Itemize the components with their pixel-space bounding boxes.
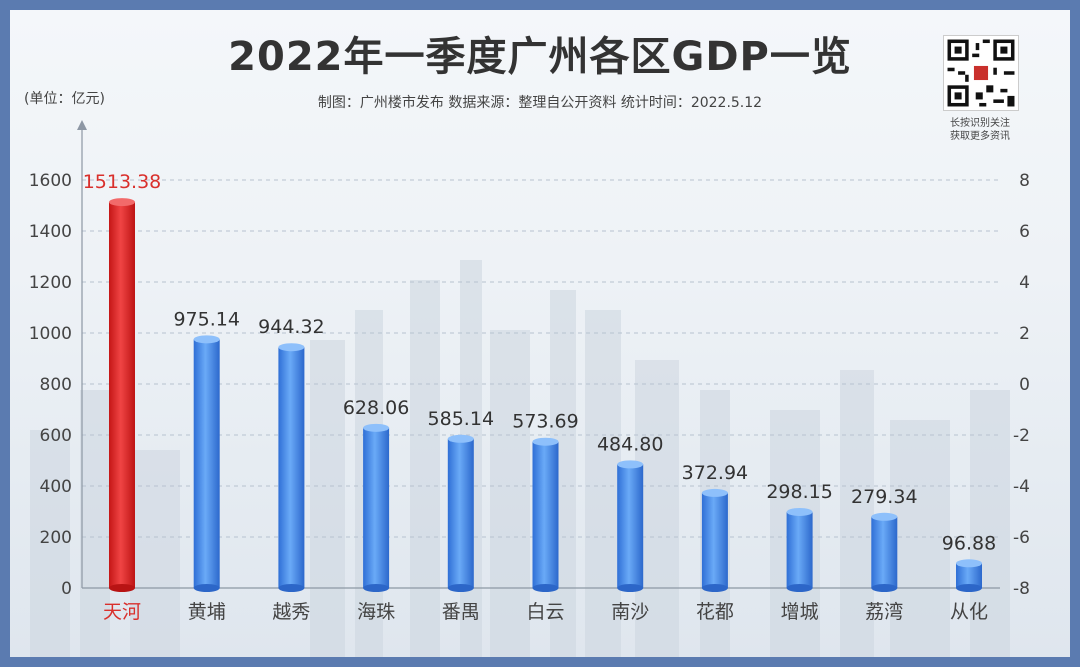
bar-value-label: 279.34 bbox=[851, 486, 917, 508]
x-tick-label: 天河 bbox=[103, 601, 141, 623]
x-tick-label: 海珠 bbox=[357, 601, 395, 623]
bar bbox=[617, 464, 644, 588]
y2-tick-label: -4 bbox=[1013, 477, 1030, 497]
bar-cap bbox=[956, 559, 982, 568]
y-tick-label: 1000 bbox=[29, 324, 72, 344]
qr-note-line1: 长按识别关注 bbox=[950, 118, 1010, 129]
x-tick-label: 南沙 bbox=[611, 601, 649, 623]
bar bbox=[193, 339, 220, 588]
x-tick-label: 增城 bbox=[781, 601, 819, 623]
bar-cap bbox=[193, 335, 220, 344]
bar bbox=[278, 347, 305, 588]
chart-title: 2022年一季度广州各区GDP一览 bbox=[228, 34, 852, 80]
bar-value-label: 372.94 bbox=[682, 462, 748, 484]
y-axis-unit: (单位：亿元) bbox=[24, 91, 105, 107]
bar-value-label: 944.32 bbox=[258, 316, 324, 338]
y-tick-label: 600 bbox=[40, 426, 72, 446]
bar-value-label: 1513.38 bbox=[83, 171, 162, 193]
x-tick-label: 番禺 bbox=[442, 601, 480, 623]
bar-value-label: 975.14 bbox=[173, 308, 239, 330]
bar-cap bbox=[109, 198, 135, 207]
bar-base bbox=[956, 584, 982, 592]
y2-tick-label: 2 bbox=[1019, 324, 1030, 344]
bar-cap bbox=[278, 343, 305, 352]
bar bbox=[447, 438, 474, 588]
bar-value-label: 96.88 bbox=[942, 532, 996, 554]
bar-cap bbox=[447, 434, 474, 443]
y-tick-label: 200 bbox=[40, 528, 72, 548]
y-tick-label: 800 bbox=[40, 375, 72, 395]
bar-base bbox=[278, 584, 305, 592]
y2-tick-label: -6 bbox=[1013, 528, 1030, 548]
y2-tick-label: -8 bbox=[1013, 579, 1030, 599]
x-tick-label: 白云 bbox=[526, 601, 564, 623]
bar-cap bbox=[786, 507, 813, 516]
bar-base bbox=[786, 584, 813, 592]
bar-value-label: 484.80 bbox=[597, 433, 663, 455]
bar-cap bbox=[617, 460, 644, 469]
y-tick-label: 1200 bbox=[29, 273, 72, 293]
bar bbox=[109, 202, 135, 588]
x-tick-label: 荔湾 bbox=[865, 601, 903, 623]
bar-value-label: 573.69 bbox=[512, 411, 578, 433]
qr-code-icon[interactable] bbox=[943, 35, 1019, 111]
x-tick-label: 花都 bbox=[696, 601, 734, 623]
y-tick-label: 1400 bbox=[29, 222, 72, 242]
chart-subtitle: 制图：广州楼市发布 数据来源：整理自公开资料 统计时间：2022.5.12 bbox=[317, 95, 763, 111]
y2-tick-label: 6 bbox=[1019, 222, 1030, 242]
y2-tick-label: 4 bbox=[1019, 273, 1030, 293]
bar-value-label: 585.14 bbox=[428, 408, 494, 430]
bar bbox=[701, 492, 728, 588]
bar-base bbox=[363, 584, 390, 592]
bar bbox=[956, 563, 982, 588]
bar-base bbox=[532, 584, 559, 592]
bar-base bbox=[701, 584, 728, 592]
bar-cap bbox=[363, 423, 390, 432]
bar-base bbox=[871, 584, 898, 592]
bar-cap bbox=[532, 437, 559, 446]
bar-cap bbox=[871, 512, 898, 521]
bar-value-label: 298.15 bbox=[766, 481, 832, 503]
qr-note: 长按识别关注 获取更多资讯 bbox=[930, 117, 1030, 143]
x-tick-label: 从化 bbox=[950, 601, 988, 623]
bar-cap bbox=[701, 488, 728, 497]
x-tick-label: 黄埔 bbox=[188, 601, 226, 623]
bar-base bbox=[109, 584, 135, 592]
bar-base bbox=[447, 584, 474, 592]
y-tick-label: 400 bbox=[40, 477, 72, 497]
skyline-backdrop bbox=[30, 260, 1010, 657]
bar bbox=[363, 427, 390, 588]
y-axis-arrow bbox=[77, 120, 87, 130]
bar bbox=[871, 516, 898, 588]
bar-value-label: 628.06 bbox=[343, 397, 409, 419]
bar-base bbox=[193, 584, 220, 592]
bar bbox=[786, 511, 813, 588]
y2-tick-label: 0 bbox=[1019, 375, 1030, 395]
y2-tick-label: 8 bbox=[1019, 171, 1030, 191]
bar-base bbox=[617, 584, 644, 592]
y2-tick-label: -2 bbox=[1013, 426, 1030, 446]
y-tick-label: 0 bbox=[61, 579, 72, 599]
y-tick-label: 1600 bbox=[29, 171, 72, 191]
x-tick-label: 越秀 bbox=[272, 601, 310, 623]
qr-note-line2: 获取更多资讯 bbox=[950, 131, 1010, 142]
bar bbox=[532, 441, 559, 588]
